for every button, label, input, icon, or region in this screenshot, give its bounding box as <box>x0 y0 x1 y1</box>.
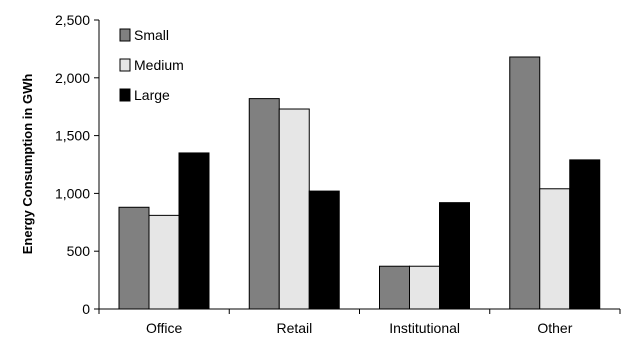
legend-label-medium: Medium <box>134 57 184 73</box>
bar-large-other <box>569 159 601 310</box>
y-tick-label: 1,000 <box>55 185 90 201</box>
y-tick-label: 0 <box>82 301 90 317</box>
bar-medium-other <box>539 188 571 310</box>
y-tick-label: 500 <box>67 243 91 259</box>
legend-swatch-small <box>119 28 131 42</box>
x-category-label: Retail <box>276 320 312 336</box>
bar-small-retail <box>248 98 280 310</box>
x-category-label: Office <box>146 320 183 336</box>
bar-large-institutional <box>439 202 470 310</box>
y-tick-label: 1,500 <box>55 128 90 144</box>
x-category-label: Institutional <box>389 320 460 336</box>
legend-label-small: Small <box>134 27 169 43</box>
category-labels: Office Retail Institutional Other <box>146 320 573 336</box>
y-tick-label: 2,000 <box>55 70 90 86</box>
bars <box>118 56 601 310</box>
y-axis-ticks: 0 500 1,000 1,500 2,000 2,500 <box>55 12 99 317</box>
bar-small-institutional <box>379 265 410 310</box>
bar-medium-office <box>148 214 180 310</box>
bar-small-other <box>509 56 541 310</box>
legend: Small Medium Large <box>119 27 184 103</box>
x-category-label: Other <box>537 320 572 336</box>
legend-swatch-medium <box>119 58 131 72</box>
legend-label-large: Large <box>134 87 170 103</box>
axes <box>98 20 621 314</box>
y-axis-title: Energy Consumption in GWh <box>20 74 35 255</box>
bar-medium-retail <box>278 108 310 310</box>
bar-small-office <box>118 206 150 310</box>
bar-large-retail <box>308 190 340 310</box>
legend-swatch-large <box>119 88 131 102</box>
y-tick-label: 2,500 <box>55 12 90 28</box>
bar-large-office <box>178 152 210 310</box>
bar-medium-institutional <box>409 265 440 310</box>
